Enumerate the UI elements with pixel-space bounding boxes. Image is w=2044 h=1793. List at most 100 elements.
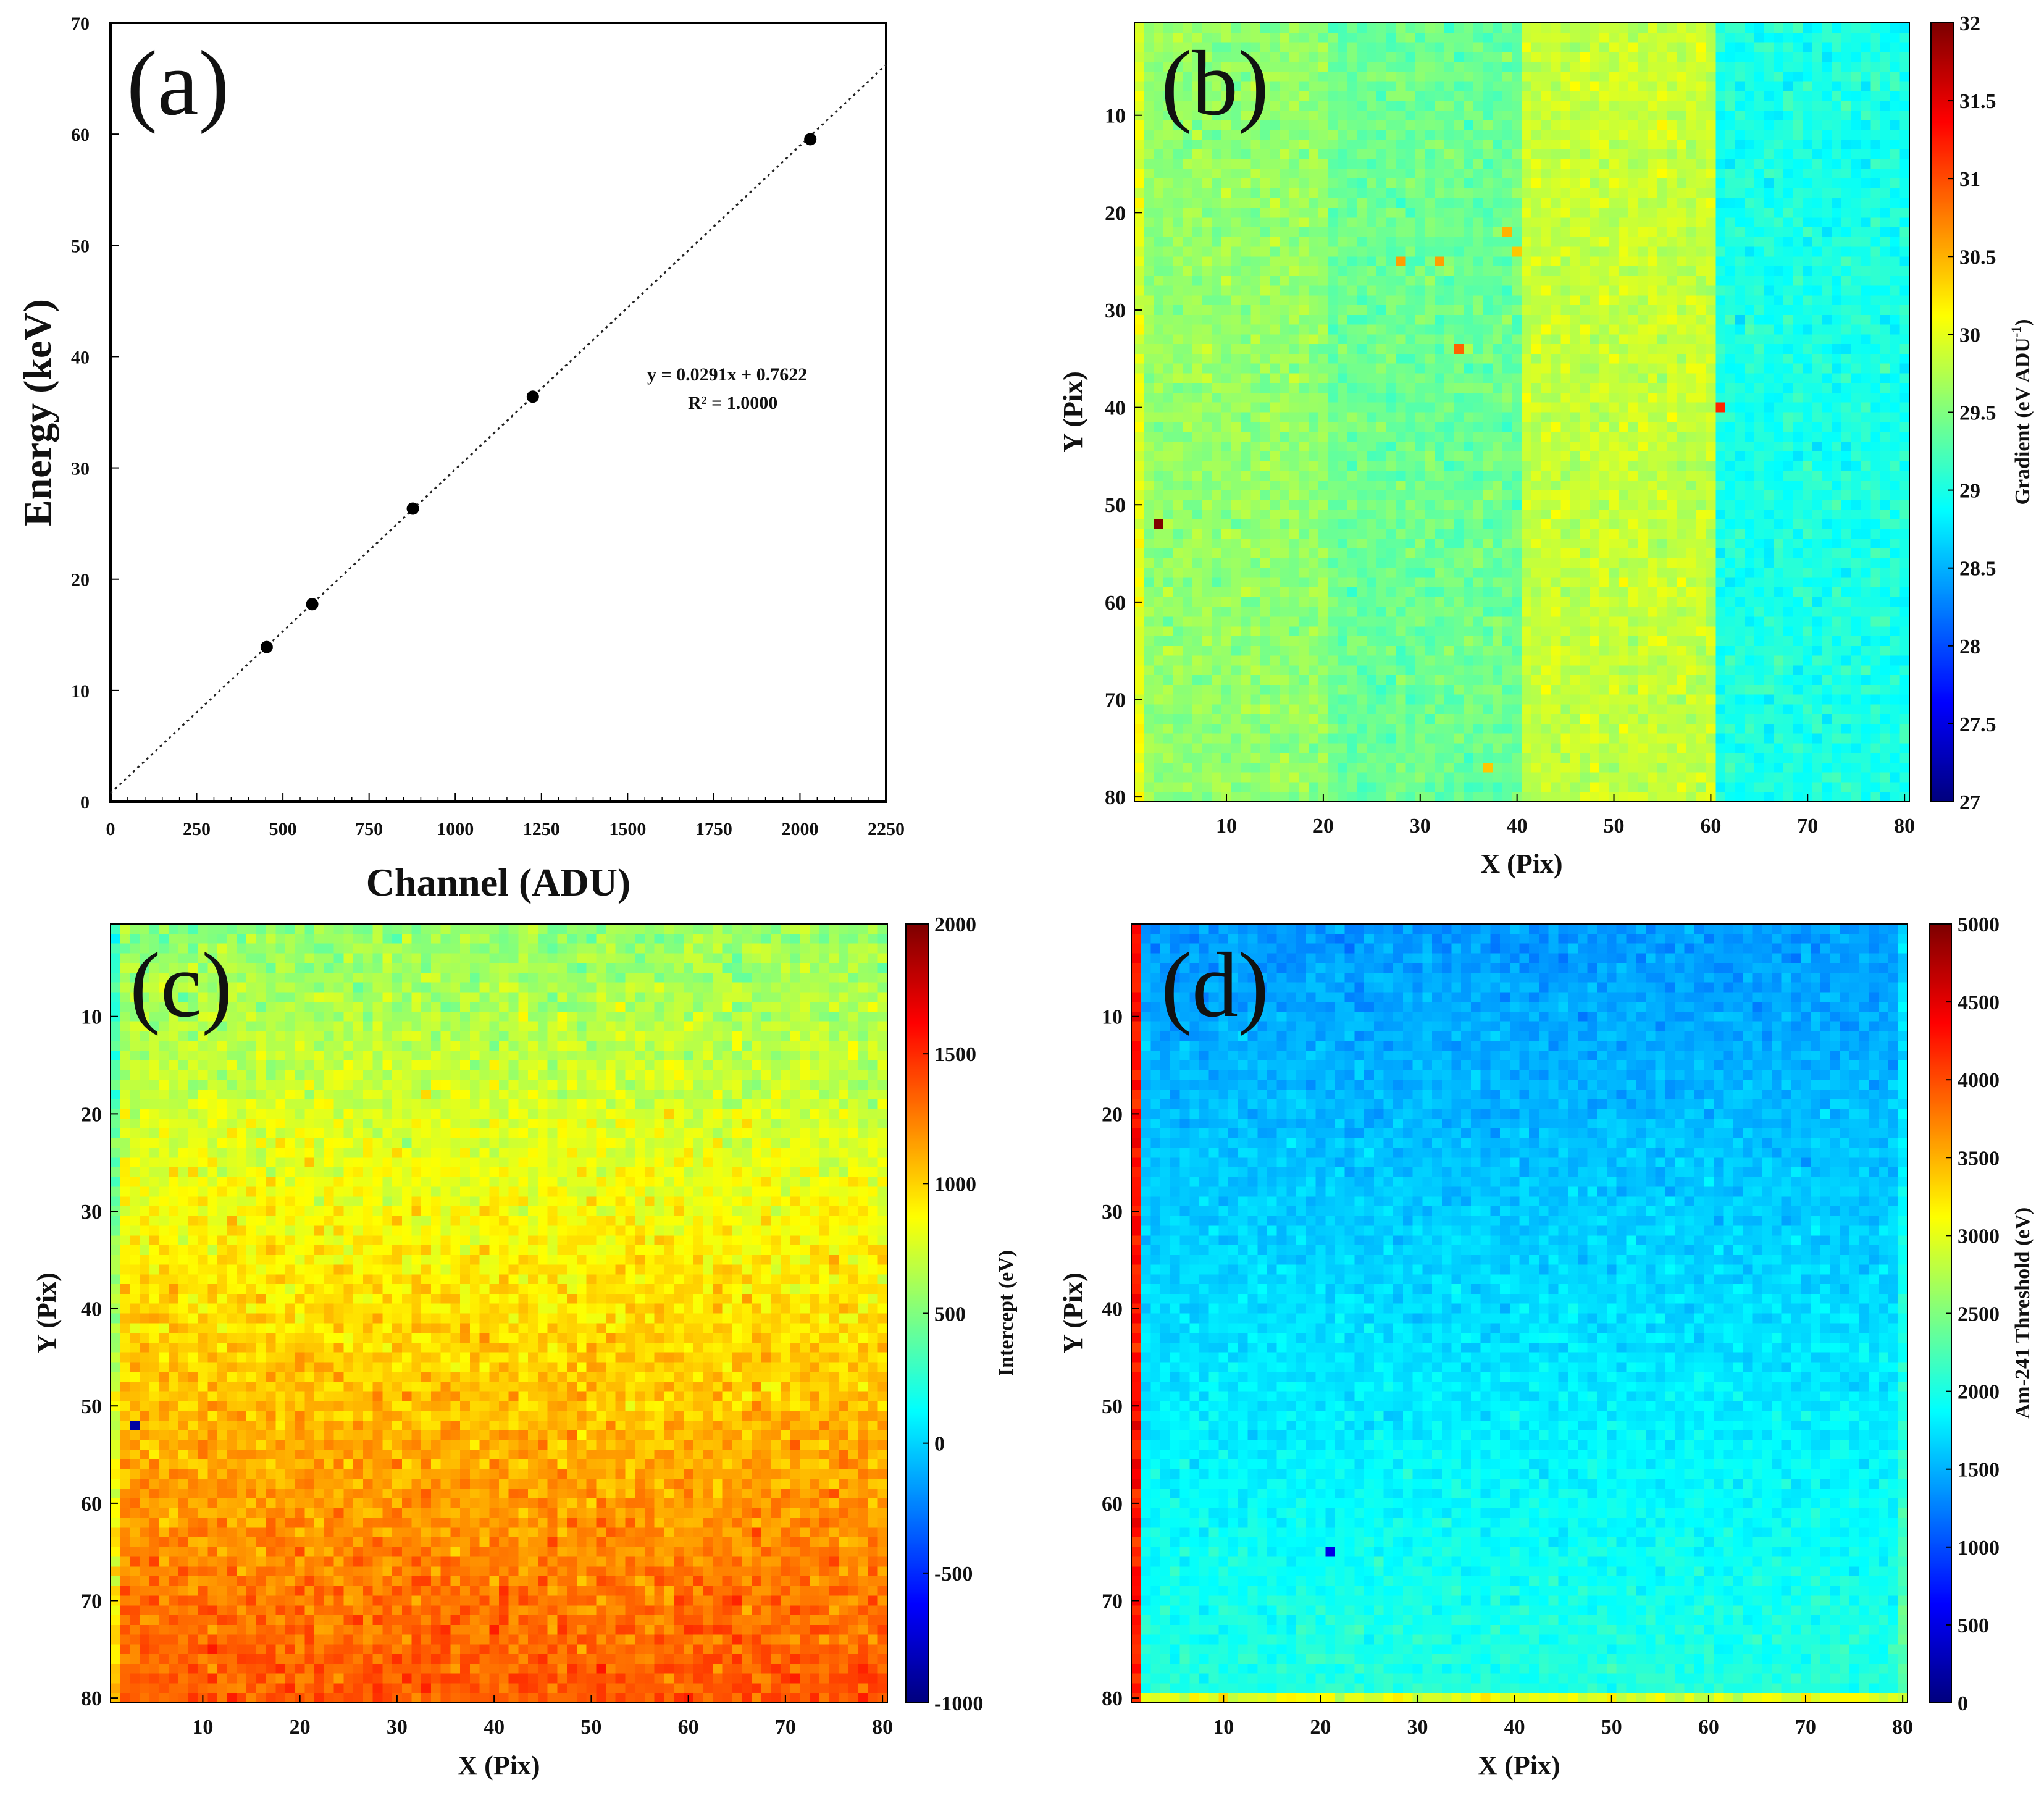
panel-d-colorbar-tick-label: 2500 bbox=[1958, 1303, 2000, 1326]
panel-c-y-tick-label: 50 bbox=[81, 1395, 102, 1418]
panel-b-colorbar-tick-label: 28.5 bbox=[1959, 558, 1996, 581]
panel-b-x-tick-label: 10 bbox=[1216, 815, 1237, 838]
panel-b-colorbar-tick-label: 32 bbox=[1959, 12, 1980, 35]
panel-a-y-tick-label: 70 bbox=[71, 14, 90, 34]
panel-d-colorbar-tick-label: 4000 bbox=[1958, 1069, 2000, 1092]
panel-b-x-tick-label: 30 bbox=[1410, 815, 1431, 838]
panel-b-colorbar-tick-label: 30 bbox=[1959, 324, 1980, 346]
panel-d-colorbar-tick-label: 1000 bbox=[1958, 1537, 2000, 1560]
panel-c-colorbar-tick-label: 0 bbox=[934, 1433, 945, 1456]
panel-d-x-tick-label: 10 bbox=[1213, 1716, 1234, 1739]
panel-c-x-axis-label: X (Pix) bbox=[458, 1750, 540, 1781]
panel-a-r-squared: R² = 1.0000 bbox=[688, 393, 777, 413]
panel-a-fit-line bbox=[109, 64, 887, 794]
panel-c-x-tick-label: 30 bbox=[387, 1716, 408, 1739]
panel-d-x-axis-label: X (Pix) bbox=[1478, 1750, 1560, 1781]
panel-d-colorbar-label: Am-241 Threshold (eV) bbox=[2011, 1207, 2034, 1419]
panel-c-x-tick-label: 60 bbox=[678, 1716, 699, 1739]
panel-b-heatmap: 10 20 30 40 50 60 70 80 10 20 30 40 50 60 70 80 27 27.5 2… bbox=[1058, 12, 2034, 879]
panel-c-plot-frame bbox=[110, 923, 888, 1703]
panel-a-y-tick-label: 50 bbox=[71, 236, 90, 256]
panel-c-x-tick-label: 70 bbox=[775, 1716, 796, 1739]
panel-b-x-tick-label: 80 bbox=[1894, 815, 1915, 838]
panel-c-y-tick-label: 30 bbox=[81, 1201, 102, 1224]
panel-d-x-tick-label: 70 bbox=[1795, 1716, 1816, 1739]
panel-a-label: (a) bbox=[127, 32, 229, 135]
panel-b-y-tick-label: 30 bbox=[1105, 300, 1126, 322]
panel-b-colorbar-tick-label: 30.5 bbox=[1959, 246, 1996, 269]
panel-b-x-tick-label: 40 bbox=[1507, 815, 1528, 838]
panel-b-colorbar-tick-label: 28 bbox=[1959, 636, 1980, 658]
panel-c-y-tick-label: 20 bbox=[81, 1103, 102, 1126]
panel-b-x-axis-label: X (Pix) bbox=[1480, 849, 1562, 879]
panel-a-plot-frame bbox=[109, 22, 887, 803]
panel-b-colorbar-tick-label: 31.5 bbox=[1959, 90, 1996, 113]
panel-d-y-tick-label: 10 bbox=[1102, 1006, 1123, 1029]
panel-d-colorbar-tick-label: 4500 bbox=[1958, 991, 2000, 1014]
panel-d-x-tick-label: 60 bbox=[1698, 1716, 1719, 1739]
panel-c-x-tick-label: 10 bbox=[192, 1716, 213, 1739]
panel-b-colorbar-tick-label: 27 bbox=[1959, 791, 1980, 814]
panel-b-y-tick-label: 50 bbox=[1105, 494, 1126, 517]
panel-c-x-tick-label: 50 bbox=[580, 1716, 601, 1739]
panel-d-colorbar-tick-label: 2000 bbox=[1958, 1381, 2000, 1404]
panel-a-x-tick-label: 2000 bbox=[781, 819, 818, 839]
panel-c-colorbar-tick-label: 1500 bbox=[934, 1043, 976, 1066]
panel-b-y-tick-label: 10 bbox=[1105, 105, 1126, 128]
panel-a-y-axis-label: Energy (keV) bbox=[15, 299, 59, 526]
panel-d-colorbar-tick-label: 3500 bbox=[1958, 1147, 2000, 1170]
panel-b-colorbar-label: Gradient (eV ADU-1) bbox=[2008, 319, 2034, 505]
panel-a-x-tick-label: 250 bbox=[183, 819, 211, 839]
panel-c-y-tick-label: 40 bbox=[81, 1298, 102, 1321]
panel-d-y-tick-label: 60 bbox=[1102, 1493, 1123, 1516]
panel-b-heatmap-image bbox=[1134, 23, 1909, 802]
panel-d-y-tick-label: 20 bbox=[1102, 1103, 1123, 1126]
panel-b-y-tick-label: 40 bbox=[1105, 397, 1126, 420]
panel-c-y-tick-label: 70 bbox=[81, 1590, 102, 1613]
panel-a-data-point bbox=[306, 598, 319, 611]
panel-c-colorbar-tick-label: 2000 bbox=[934, 913, 976, 936]
panel-b-x-tick-label: 20 bbox=[1313, 815, 1334, 838]
panel-d-colorbar-tick-label: 1500 bbox=[1958, 1459, 2000, 1482]
panel-a-data-point bbox=[260, 640, 273, 653]
panel-b-colorbar-tick-label: 31 bbox=[1959, 168, 1980, 191]
panel-d-x-tick-label: 50 bbox=[1601, 1716, 1622, 1739]
panel-a-equation: y = 0.0291x + 0.7622 bbox=[647, 364, 807, 385]
panel-d-x-tick-label: 40 bbox=[1504, 1716, 1525, 1739]
panel-b-colorbar-tick-label: 27.5 bbox=[1959, 713, 1996, 736]
panel-a-x-tick-label: 750 bbox=[355, 819, 383, 839]
panel-c-heatmap: 10 20 30 40 50 60 70 80 10 20 30 40 50 60 70 80 -1000 -5… bbox=[31, 913, 1018, 1781]
panel-a-y-tick-label: 0 bbox=[80, 792, 90, 813]
panel-a-x-tick-label: 1500 bbox=[609, 819, 646, 839]
panel-b-plot-frame bbox=[1134, 22, 1910, 802]
panel-b-colorbar-tick-label: 29.5 bbox=[1959, 402, 1996, 425]
panel-d-colorbar-tick-label: 0 bbox=[1958, 1692, 1968, 1715]
panel-a-x-axis-label: Channel (ADU) bbox=[366, 860, 630, 904]
panel-b-y-tick-label: 20 bbox=[1105, 202, 1126, 225]
panel-b-y-axis-label: Y (Pix) bbox=[1058, 371, 1088, 453]
panel-c-heatmap-image bbox=[111, 924, 887, 1703]
panel-b-label: (b) bbox=[1161, 32, 1269, 135]
panel-d-heatmap: 10 20 30 40 50 60 70 80 10 20 30 40 50 60 70 80 0 500 100… bbox=[1058, 913, 2034, 1781]
panel-d-y-tick-label: 80 bbox=[1102, 1687, 1123, 1710]
panel-d-y-tick-label: 30 bbox=[1102, 1201, 1123, 1224]
panel-a-y-tick-label: 60 bbox=[71, 125, 90, 145]
panel-a-data-point bbox=[406, 502, 419, 515]
panel-d-x-tick-label: 80 bbox=[1892, 1716, 1913, 1739]
panel-d-y-tick-label: 70 bbox=[1102, 1590, 1123, 1613]
panel-c-x-tick-label: 20 bbox=[290, 1716, 311, 1739]
panel-a-y-tick-label: 40 bbox=[71, 347, 90, 367]
panel-c-colorbar-tick-label: -500 bbox=[934, 1563, 973, 1585]
panel-d-label: (d) bbox=[1161, 934, 1269, 1036]
panel-b-y-tick-label: 80 bbox=[1105, 786, 1126, 809]
panel-d-colorbar-tick-label: 3000 bbox=[1958, 1225, 2000, 1248]
panel-b-y-tick-label: 70 bbox=[1105, 689, 1126, 712]
panel-b-x-tick-label: 60 bbox=[1700, 815, 1721, 838]
panel-b-colorbar-tick-label: 29 bbox=[1959, 480, 1980, 503]
panel-c-x-tick-label: 40 bbox=[484, 1716, 505, 1739]
panel-a-x-tick-label: 1000 bbox=[437, 819, 474, 839]
panel-c-colorbar-tick-label: 1000 bbox=[934, 1173, 976, 1196]
panel-d-y-axis-label: Y (Pix) bbox=[1058, 1272, 1088, 1354]
panel-d-x-tick-label: 30 bbox=[1407, 1716, 1428, 1739]
